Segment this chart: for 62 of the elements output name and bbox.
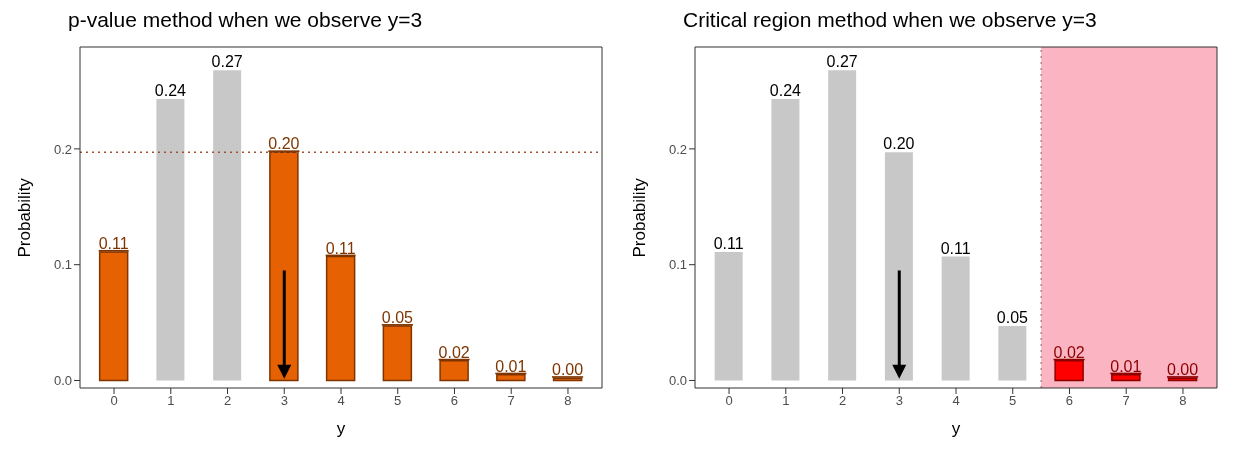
chart-title: Critical region method when we observe y=3 <box>682 8 1098 33</box>
x-tick-label: 4 <box>337 393 345 409</box>
data-label: 0.27 <box>211 53 243 71</box>
x-tick-label: 2 <box>223 393 232 409</box>
data-label: 0.11 <box>325 239 356 257</box>
data-label: 0.24 <box>769 82 802 100</box>
x-tick-label: 8 <box>564 393 572 409</box>
y-tick-label: 0.1 <box>668 257 687 273</box>
bar <box>884 152 913 381</box>
data-label: 0.05 <box>381 309 414 327</box>
x-tick-label: 6 <box>1065 393 1074 409</box>
bar <box>771 99 800 381</box>
x-tick-label: 1 <box>167 393 175 409</box>
x-tick-label: 2 <box>838 393 847 409</box>
x-tick-label: 7 <box>1122 393 1130 409</box>
data-label: 0.24 <box>154 82 187 100</box>
bar <box>213 70 242 381</box>
chart-title: p-value method when we observe y=3 <box>67 8 424 33</box>
data-label: 0.01 <box>495 357 527 375</box>
data-label: 0.11 <box>713 234 744 252</box>
y-tick-label: 0.2 <box>53 141 72 157</box>
x-tick-label: 1 <box>782 393 790 409</box>
x-tick-label: 7 <box>507 393 515 409</box>
x-tick-label: 5 <box>1009 393 1017 409</box>
bar <box>828 70 857 381</box>
data-label: 0.02 <box>438 343 470 361</box>
y-tick-label: 0.1 <box>53 257 72 273</box>
data-label: 0.00 <box>1167 361 1199 379</box>
y-tick-label: 0.0 <box>668 373 687 389</box>
data-label: 0.01 <box>1110 357 1142 375</box>
data-label: 0.02 <box>1053 343 1085 361</box>
data-label: 0.20 <box>883 135 915 153</box>
data-label: 0.00 <box>552 361 584 379</box>
y-axis-title: Probability <box>15 177 35 258</box>
data-label: 0.20 <box>268 135 300 153</box>
x-tick-label: 3 <box>895 393 903 409</box>
bar <box>439 360 469 382</box>
y-tick-label: 0.2 <box>668 141 687 157</box>
data-label: 0.05 <box>996 309 1029 327</box>
x-axis-title: y <box>336 419 346 438</box>
x-tick-label: 3 <box>280 393 288 409</box>
bar <box>325 255 356 382</box>
y-tick-label: 0.0 <box>53 373 72 389</box>
bar <box>714 251 743 381</box>
bar <box>156 99 185 381</box>
x-tick-label: 5 <box>394 393 402 409</box>
bar <box>941 256 970 381</box>
x-tick-label: 4 <box>952 393 960 409</box>
bar <box>98 251 129 382</box>
bar <box>1054 360 1084 382</box>
x-tick-label: 0 <box>725 393 733 409</box>
bar <box>998 326 1027 381</box>
y-axis-title: Probability <box>630 177 650 258</box>
x-tick-label: 8 <box>1179 393 1187 409</box>
data-label: 0.11 <box>940 239 971 257</box>
x-tick-label: 6 <box>450 393 459 409</box>
x-axis-title: y <box>951 419 961 438</box>
x-tick-label: 0 <box>110 393 118 409</box>
data-label: 0.11 <box>98 234 129 252</box>
bar <box>382 325 413 382</box>
data-label: 0.27 <box>826 53 858 71</box>
bar <box>269 151 299 382</box>
